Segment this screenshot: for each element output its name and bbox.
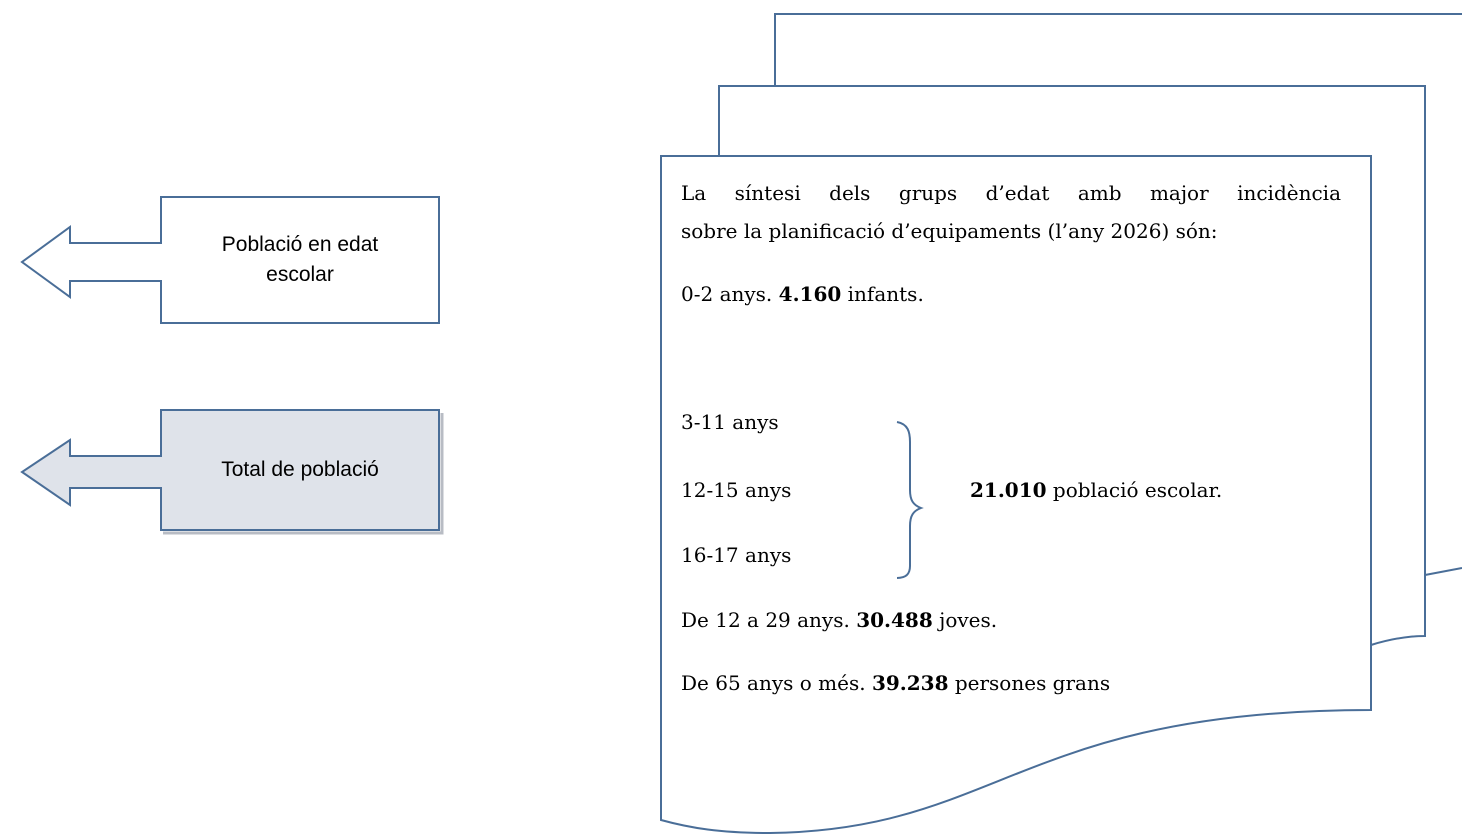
arrow-callout-total-population <box>20 409 440 531</box>
document-sheet-middle <box>718 85 1426 646</box>
school-group-3-11: 3-11 anys <box>681 410 779 434</box>
arrow-callout-school-population <box>20 196 440 324</box>
infants-prefix: 0-2 anys. <box>681 282 779 306</box>
infants-suffix: infants. <box>841 282 924 306</box>
school-total-line: 21.010 població escolar. <box>970 478 1222 502</box>
callout-label-total-population: Total de població <box>161 410 439 530</box>
document-sheet-front <box>660 155 1372 835</box>
intro-line-2: sobre la planificació d’equipaments (l’a… <box>681 219 1218 243</box>
callout-text-school-population: Població en edat escolar <box>221 233 379 286</box>
infants-value: 4.160 <box>778 282 842 306</box>
youth-line: De 12 a 29 anys. 30.488 joves. <box>681 608 997 632</box>
school-group-label: 3-11 anys <box>681 410 779 434</box>
school-group-label: 16-17 anys <box>681 543 792 567</box>
school-group-12-15: 12-15 anys <box>681 478 791 502</box>
elderly-prefix: De 65 anys o més. <box>681 671 872 695</box>
school-group-16-17: 16-17 anys <box>681 543 791 567</box>
elderly-line: De 65 anys o més. 39.238 persones grans <box>681 671 1110 695</box>
youth-value: 30.488 <box>856 608 933 632</box>
infants-line: 0-2 anys. 4.160 infants. <box>681 282 924 306</box>
document-sheet-back <box>774 13 1462 576</box>
intro-line-1: La síntesi dels grups d’edat amb major i… <box>681 181 1341 205</box>
youth-prefix: De 12 a 29 anys. <box>681 608 857 632</box>
school-total-value: 21.010 <box>970 478 1047 502</box>
arrow-callout-total-population-shadow <box>163 413 444 535</box>
callout-label-school-population: Població en edat escolar <box>161 197 439 323</box>
school-group-label: 12-15 anys <box>681 478 792 502</box>
youth-suffix: joves. <box>932 608 998 632</box>
elderly-suffix: persones grans <box>948 671 1111 695</box>
school-groups-brace <box>896 421 924 579</box>
school-total-suffix: població escolar. <box>1046 478 1223 502</box>
intro-paragraph: La síntesi dels grups d’edat amb major i… <box>681 174 1341 250</box>
elderly-value: 39.238 <box>871 671 949 695</box>
callout-text-total-population: Total de població <box>221 458 379 481</box>
